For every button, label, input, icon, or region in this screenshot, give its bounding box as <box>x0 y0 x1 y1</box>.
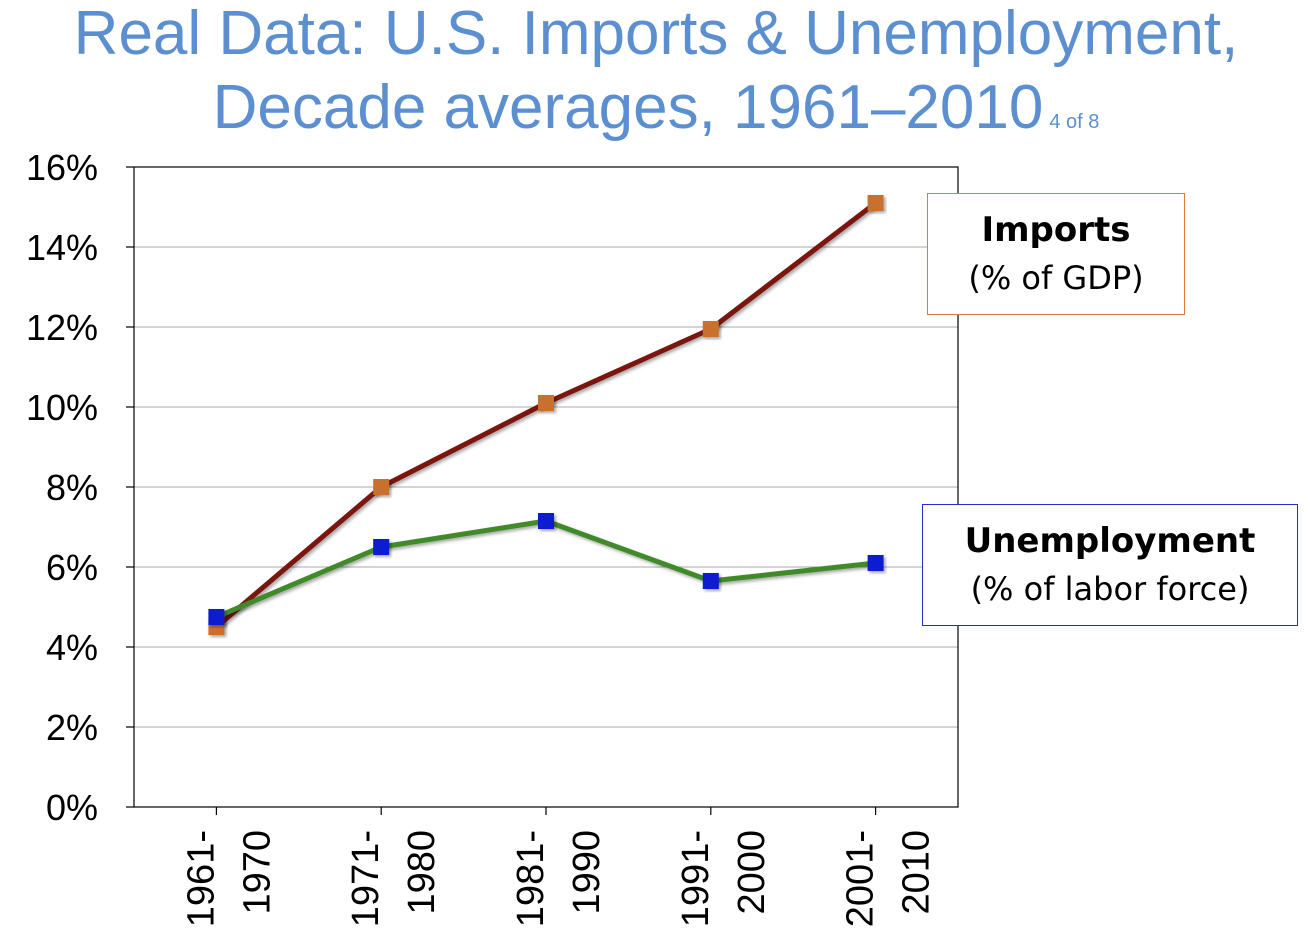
legend-imports-unit: (% of GDP) <box>968 259 1144 297</box>
y-tick-label: 8% <box>46 467 98 508</box>
x-tick-label: 2001- <box>840 830 882 927</box>
x-tick-label: 1991- <box>675 830 717 927</box>
legend-imports-name: Imports <box>981 210 1131 250</box>
title-line-2-text: Decade averages, 1961–2010 <box>212 73 1044 142</box>
x-tick-label: 1961- <box>180 830 222 927</box>
unemployment-point <box>208 609 225 625</box>
y-tick-label: 2% <box>46 707 98 748</box>
axes <box>126 166 959 815</box>
y-tick-label: 14% <box>26 227 98 268</box>
imports-point <box>867 195 884 211</box>
slide-counter: 4 of 8 <box>1049 111 1100 133</box>
x-tick-label: 1971- <box>345 830 387 927</box>
y-tick-label: 10% <box>26 387 98 428</box>
unemployment-point <box>538 513 554 529</box>
gridlines <box>134 246 958 728</box>
imports-point <box>373 479 390 495</box>
legend-unemployment-unit: (% of labor force) <box>970 570 1250 608</box>
chart-title: Real Data: U.S. Imports & Unemployment, … <box>0 0 1312 160</box>
unemployment-point <box>867 555 884 571</box>
y-tick-label: 12% <box>26 307 98 348</box>
x-tick-label: 2010 <box>896 830 938 915</box>
y-tick-label: 0% <box>46 787 98 828</box>
legend-unemployment-name: Unemployment <box>964 521 1256 561</box>
y-tick-label: 6% <box>46 547 98 588</box>
x-tick-label: 2000 <box>731 830 773 915</box>
imports-point <box>702 321 719 337</box>
y-tick-labels: 0% 2% 4% 6% 8% 10% 12% 14% 16% <box>26 147 98 828</box>
x-tick-label: 1981- <box>510 830 552 927</box>
imports-line <box>214 201 878 629</box>
unemployment-line <box>215 518 876 620</box>
y-tick-label: 4% <box>46 627 98 668</box>
series <box>208 195 884 635</box>
x-tick-labels: 1961- 1970 1971- 1980 1981- 1990 1991- 2000 2001… <box>180 830 937 927</box>
legend-unemployment: Unemployment (% of labor force) <box>922 504 1298 626</box>
unemployment-point <box>373 539 390 555</box>
x-tick-label: 1970 <box>236 830 278 915</box>
unemployment-point <box>702 573 719 589</box>
x-tick-label: 1990 <box>566 830 608 915</box>
y-tick-label: 16% <box>26 147 98 188</box>
imports-point <box>538 395 554 411</box>
title-line-1: Real Data: U.S. Imports & Unemployment, <box>73 0 1239 68</box>
legend-imports: Imports (% of GDP) <box>927 193 1185 315</box>
title-line-2: Decade averages, 1961–2010 4 of 8 <box>0 70 1312 160</box>
x-tick-label: 1980 <box>401 830 443 915</box>
